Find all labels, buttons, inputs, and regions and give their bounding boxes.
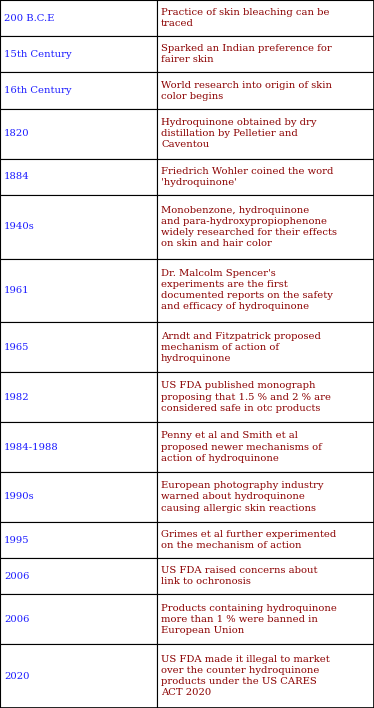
Bar (0, 522, 157, 558)
Bar (157, 595, 374, 644)
Text: 2020: 2020 (4, 672, 30, 680)
Bar (157, 322, 374, 372)
Bar (157, 372, 374, 422)
Text: Friedrich Wohler coined the word
'hydroquinone': Friedrich Wohler coined the word 'hydroq… (161, 166, 334, 187)
Text: Grimes et al further experimented
on the mechanism of action: Grimes et al further experimented on the… (161, 530, 336, 550)
Bar (157, 644, 374, 708)
Text: US FDA published monograph
proposing that 1.5 % and 2 % are
considered safe in o: US FDA published monograph proposing tha… (161, 382, 331, 413)
Text: 1820: 1820 (4, 129, 30, 138)
Text: World research into origin of skin
color begins: World research into origin of skin color… (161, 81, 332, 101)
Bar (157, 422, 374, 472)
Bar (0, 422, 157, 472)
Bar (157, 558, 374, 595)
Bar (0, 472, 157, 522)
Bar (0, 108, 157, 159)
Bar (0, 72, 157, 108)
Text: 1940s: 1940s (4, 222, 35, 232)
Text: 16th Century: 16th Century (4, 86, 71, 95)
Bar (157, 258, 374, 322)
Text: Products containing hydroquinone
more than 1 % were banned in
European Union: Products containing hydroquinone more th… (161, 604, 337, 635)
Text: European photography industry
warned about hydroquinone
causing allergic skin re: European photography industry warned abo… (161, 481, 324, 513)
Text: Dr. Malcolm Spencer's
experiments are the first
documented reports on the safety: Dr. Malcolm Spencer's experiments are th… (161, 269, 333, 312)
Bar (157, 108, 374, 159)
Bar (0, 258, 157, 322)
Text: 1995: 1995 (4, 535, 30, 544)
Bar (157, 0, 374, 36)
Bar (157, 159, 374, 195)
Bar (157, 36, 374, 72)
Text: Penny et al and Smith et al
proposed newer mechanisms of
action of hydroquinone: Penny et al and Smith et al proposed new… (161, 431, 322, 462)
Text: 1965: 1965 (4, 343, 30, 352)
Text: 1884: 1884 (4, 172, 30, 181)
Bar (0, 372, 157, 422)
Bar (0, 595, 157, 644)
Bar (0, 159, 157, 195)
Text: Monobenzone, hydroquinone
and para-hydroxypropiophenone
widely researched for th: Monobenzone, hydroquinone and para-hydro… (161, 205, 337, 248)
Text: Practice of skin bleaching can be
traced: Practice of skin bleaching can be traced (161, 8, 329, 28)
Text: Sparked an Indian preference for
fairer skin: Sparked an Indian preference for fairer … (161, 45, 332, 64)
Bar (0, 644, 157, 708)
Text: 1984-1988: 1984-1988 (4, 442, 59, 452)
Text: US FDA raised concerns about
link to ochronosis: US FDA raised concerns about link to och… (161, 566, 318, 586)
Bar (0, 322, 157, 372)
Bar (157, 522, 374, 558)
Bar (157, 472, 374, 522)
Text: 2006: 2006 (4, 615, 30, 624)
Bar (0, 558, 157, 595)
Text: Arndt and Fitzpatrick proposed
mechanism of action of
hydroquinone: Arndt and Fitzpatrick proposed mechanism… (161, 331, 321, 362)
Text: 200 B.C.E: 200 B.C.E (4, 13, 54, 23)
Text: 2006: 2006 (4, 572, 30, 581)
Text: 1961: 1961 (4, 286, 30, 295)
Bar (0, 0, 157, 36)
Text: 15th Century: 15th Century (4, 50, 72, 59)
Bar (0, 195, 157, 258)
Bar (157, 72, 374, 108)
Text: 1990s: 1990s (4, 493, 35, 501)
Text: 1982: 1982 (4, 392, 30, 401)
Text: US FDA made it illegal to market
over the counter hydroquinone
products under th: US FDA made it illegal to market over th… (161, 655, 330, 697)
Bar (157, 195, 374, 258)
Text: Hydroquinone obtained by dry
distillation by Pelletier and
Caventou: Hydroquinone obtained by dry distillatio… (161, 118, 316, 149)
Bar (0, 36, 157, 72)
